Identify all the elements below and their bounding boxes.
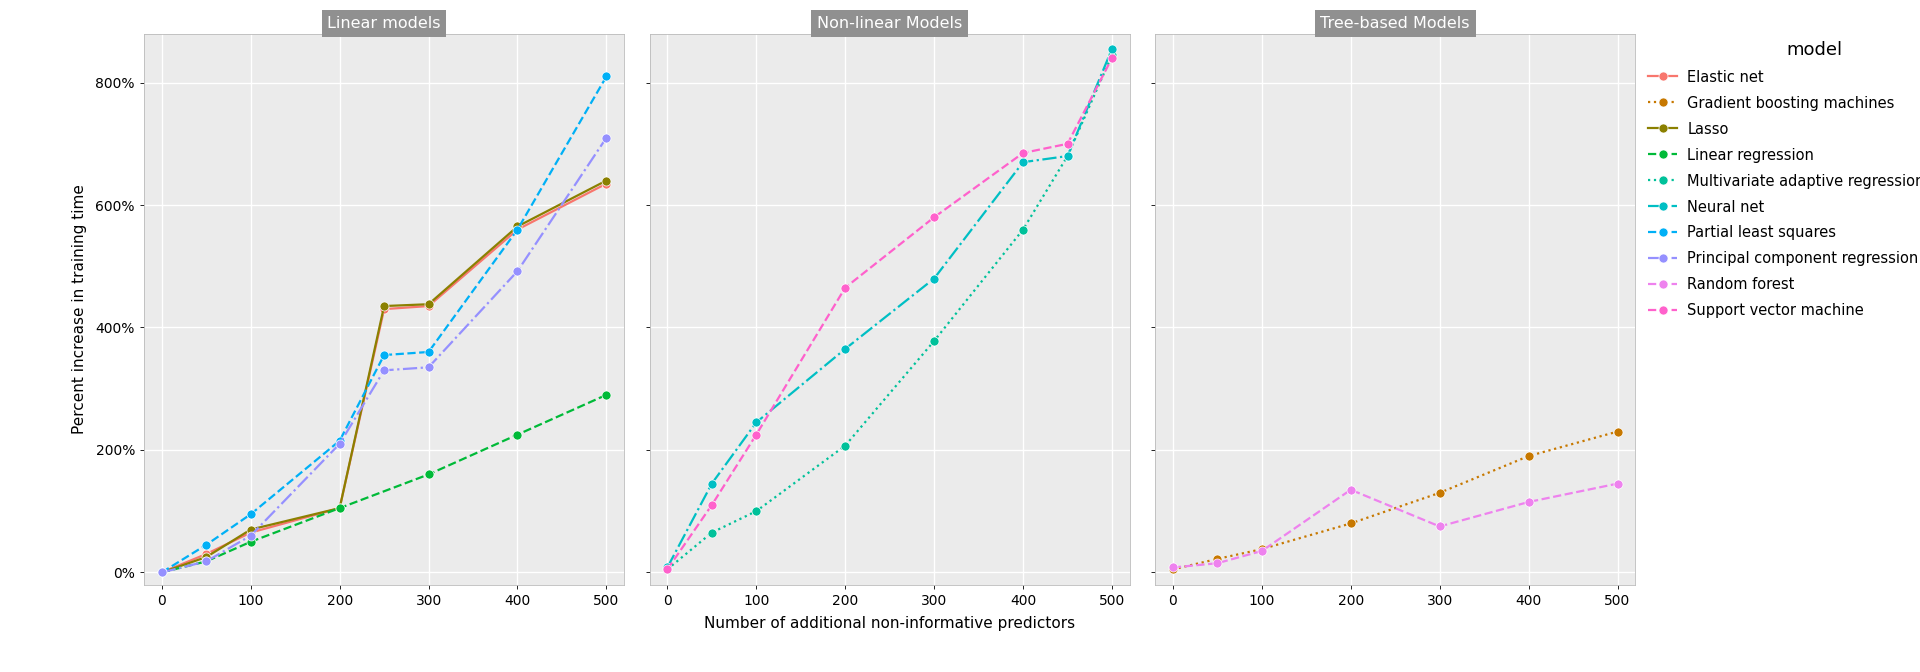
Title: Non-linear Models: Non-linear Models [818, 16, 962, 31]
Legend: Elastic net, Gradient boosting machines, Lasso, Linear regression, Multivariate : Elastic net, Gradient boosting machines,… [1647, 41, 1920, 319]
X-axis label: Number of additional non-informative predictors: Number of additional non-informative pre… [705, 616, 1075, 631]
Title: Tree-based Models: Tree-based Models [1321, 16, 1471, 31]
Y-axis label: Percent increase in training time: Percent increase in training time [73, 184, 86, 434]
Title: Linear models: Linear models [326, 16, 442, 31]
